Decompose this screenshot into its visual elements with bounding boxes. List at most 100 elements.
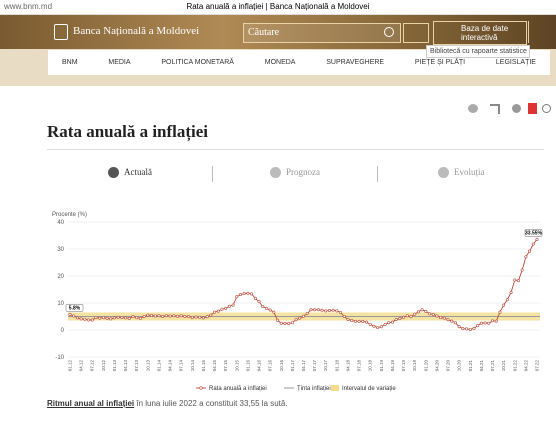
data-point	[461, 327, 465, 331]
menu-button[interactable]	[403, 23, 429, 43]
data-point	[124, 316, 128, 320]
x-tick-label: 07.15	[223, 360, 228, 372]
data-point	[428, 312, 432, 316]
data-point	[101, 316, 105, 320]
chart: Procente (%) -10 0 10 20 30 40 01.12 04.12 07.12 1…	[52, 212, 543, 392]
data-point	[268, 308, 272, 312]
data-point	[138, 316, 142, 320]
data-label: 5.8%	[69, 306, 81, 312]
y-tick-label: 40	[57, 220, 64, 226]
data-point	[494, 319, 498, 323]
data-point	[75, 316, 79, 320]
x-tick-label: 04.16	[257, 360, 262, 372]
tool-icon[interactable]	[468, 104, 478, 113]
data-point	[316, 308, 320, 312]
tab-label: Actuală	[124, 167, 152, 177]
data-point	[264, 306, 268, 310]
x-tick-label: 07.22	[535, 360, 540, 372]
data-point	[301, 314, 305, 318]
data-point	[290, 321, 294, 325]
tab-icon	[108, 167, 119, 179]
data-point	[153, 314, 157, 318]
divider	[47, 149, 544, 150]
x-tick-label: 04.15	[212, 360, 217, 372]
tool-icon[interactable]	[512, 104, 521, 113]
data-point	[90, 318, 94, 322]
logo[interactable]: Banca Națională a Moldovei	[73, 25, 200, 37]
tool-icon[interactable]	[490, 104, 500, 114]
data-point	[150, 313, 154, 317]
data-point	[361, 319, 365, 323]
data-point	[339, 310, 343, 314]
footer-lead[interactable]: Ritmul anual al inflației	[47, 399, 135, 408]
legend-swatch	[331, 385, 339, 391]
nav-item[interactable]: PIEȚE ȘI PLĂȚI	[414, 59, 466, 66]
data-point	[431, 312, 435, 316]
nav-item[interactable]: SUPRAVEGHERE	[326, 59, 385, 66]
data-point	[287, 322, 291, 326]
data-point	[283, 322, 287, 326]
data-point	[257, 300, 261, 304]
x-tick-label: 01.13	[112, 360, 117, 372]
nav-item[interactable]: BNM	[62, 59, 78, 66]
globe-icon[interactable]	[542, 104, 551, 113]
data-point	[194, 315, 198, 319]
data-point	[213, 310, 217, 314]
data-point	[324, 309, 328, 313]
tab-icon	[270, 167, 281, 179]
nav-item[interactable]: LEGISLAȚIE	[495, 59, 536, 66]
legend-marker	[199, 386, 203, 390]
x-tick-label: 07.20	[446, 360, 451, 372]
data-point	[87, 318, 91, 322]
tab-icon	[438, 167, 449, 179]
data-point	[457, 325, 461, 329]
data-label-box	[524, 229, 543, 237]
data-point	[357, 319, 361, 323]
data-point	[112, 316, 116, 320]
database-button[interactable]: Baza de date interactivă	[433, 21, 527, 45]
x-tick-label: 10.15	[234, 360, 239, 372]
data-point	[513, 278, 517, 282]
data-point	[135, 316, 139, 320]
data-point	[535, 237, 539, 241]
data-point	[379, 325, 383, 329]
data-point	[390, 320, 394, 324]
legend-label: Ținta inflației	[297, 386, 331, 392]
x-tick-label: 01.18	[334, 360, 339, 372]
tab[interactable]: Prognoza	[270, 167, 320, 179]
tab[interactable]: Actuală	[108, 167, 152, 179]
data-point	[190, 316, 194, 320]
tools	[468, 103, 551, 115]
x-tick-label: 04.20	[434, 360, 439, 372]
icon-button[interactable]	[528, 21, 555, 43]
x-tick-label: 04.12	[79, 360, 84, 372]
x-tick-label: 10.12	[101, 360, 106, 372]
data-point	[272, 310, 276, 314]
data-point	[72, 314, 76, 318]
data-point	[435, 314, 439, 318]
x-tick-label: 07.12	[90, 360, 95, 372]
nav-item[interactable]: MEDIA	[108, 59, 131, 66]
tab-label: Evoluția	[454, 167, 485, 177]
data-point	[231, 303, 235, 307]
tab[interactable]: Evoluția	[438, 167, 485, 179]
pdf-icon[interactable]	[528, 103, 537, 114]
data-point	[131, 315, 135, 319]
data-point	[424, 309, 428, 313]
search-box[interactable]: Căutare	[243, 23, 401, 43]
x-tick-label: 10.13	[145, 360, 150, 372]
nav-item[interactable]: POLITICA MONETARĂ	[161, 59, 234, 66]
data-point	[446, 318, 450, 322]
data-point	[172, 314, 176, 318]
x-tick-label: 10.20	[457, 360, 462, 372]
x-tick-label: 04.19	[390, 360, 395, 372]
data-point	[183, 315, 187, 319]
data-point	[161, 315, 165, 319]
data-point	[227, 304, 231, 308]
legend-label: Intervalul de variație	[342, 386, 396, 392]
nav-item[interactable]: MONEDA	[264, 59, 296, 66]
browser-bar: www.bnm.md Rata anuală a inflației | Ban…	[0, 0, 556, 15]
data-point	[127, 316, 131, 320]
data-point	[168, 314, 172, 318]
data-point	[320, 308, 324, 312]
